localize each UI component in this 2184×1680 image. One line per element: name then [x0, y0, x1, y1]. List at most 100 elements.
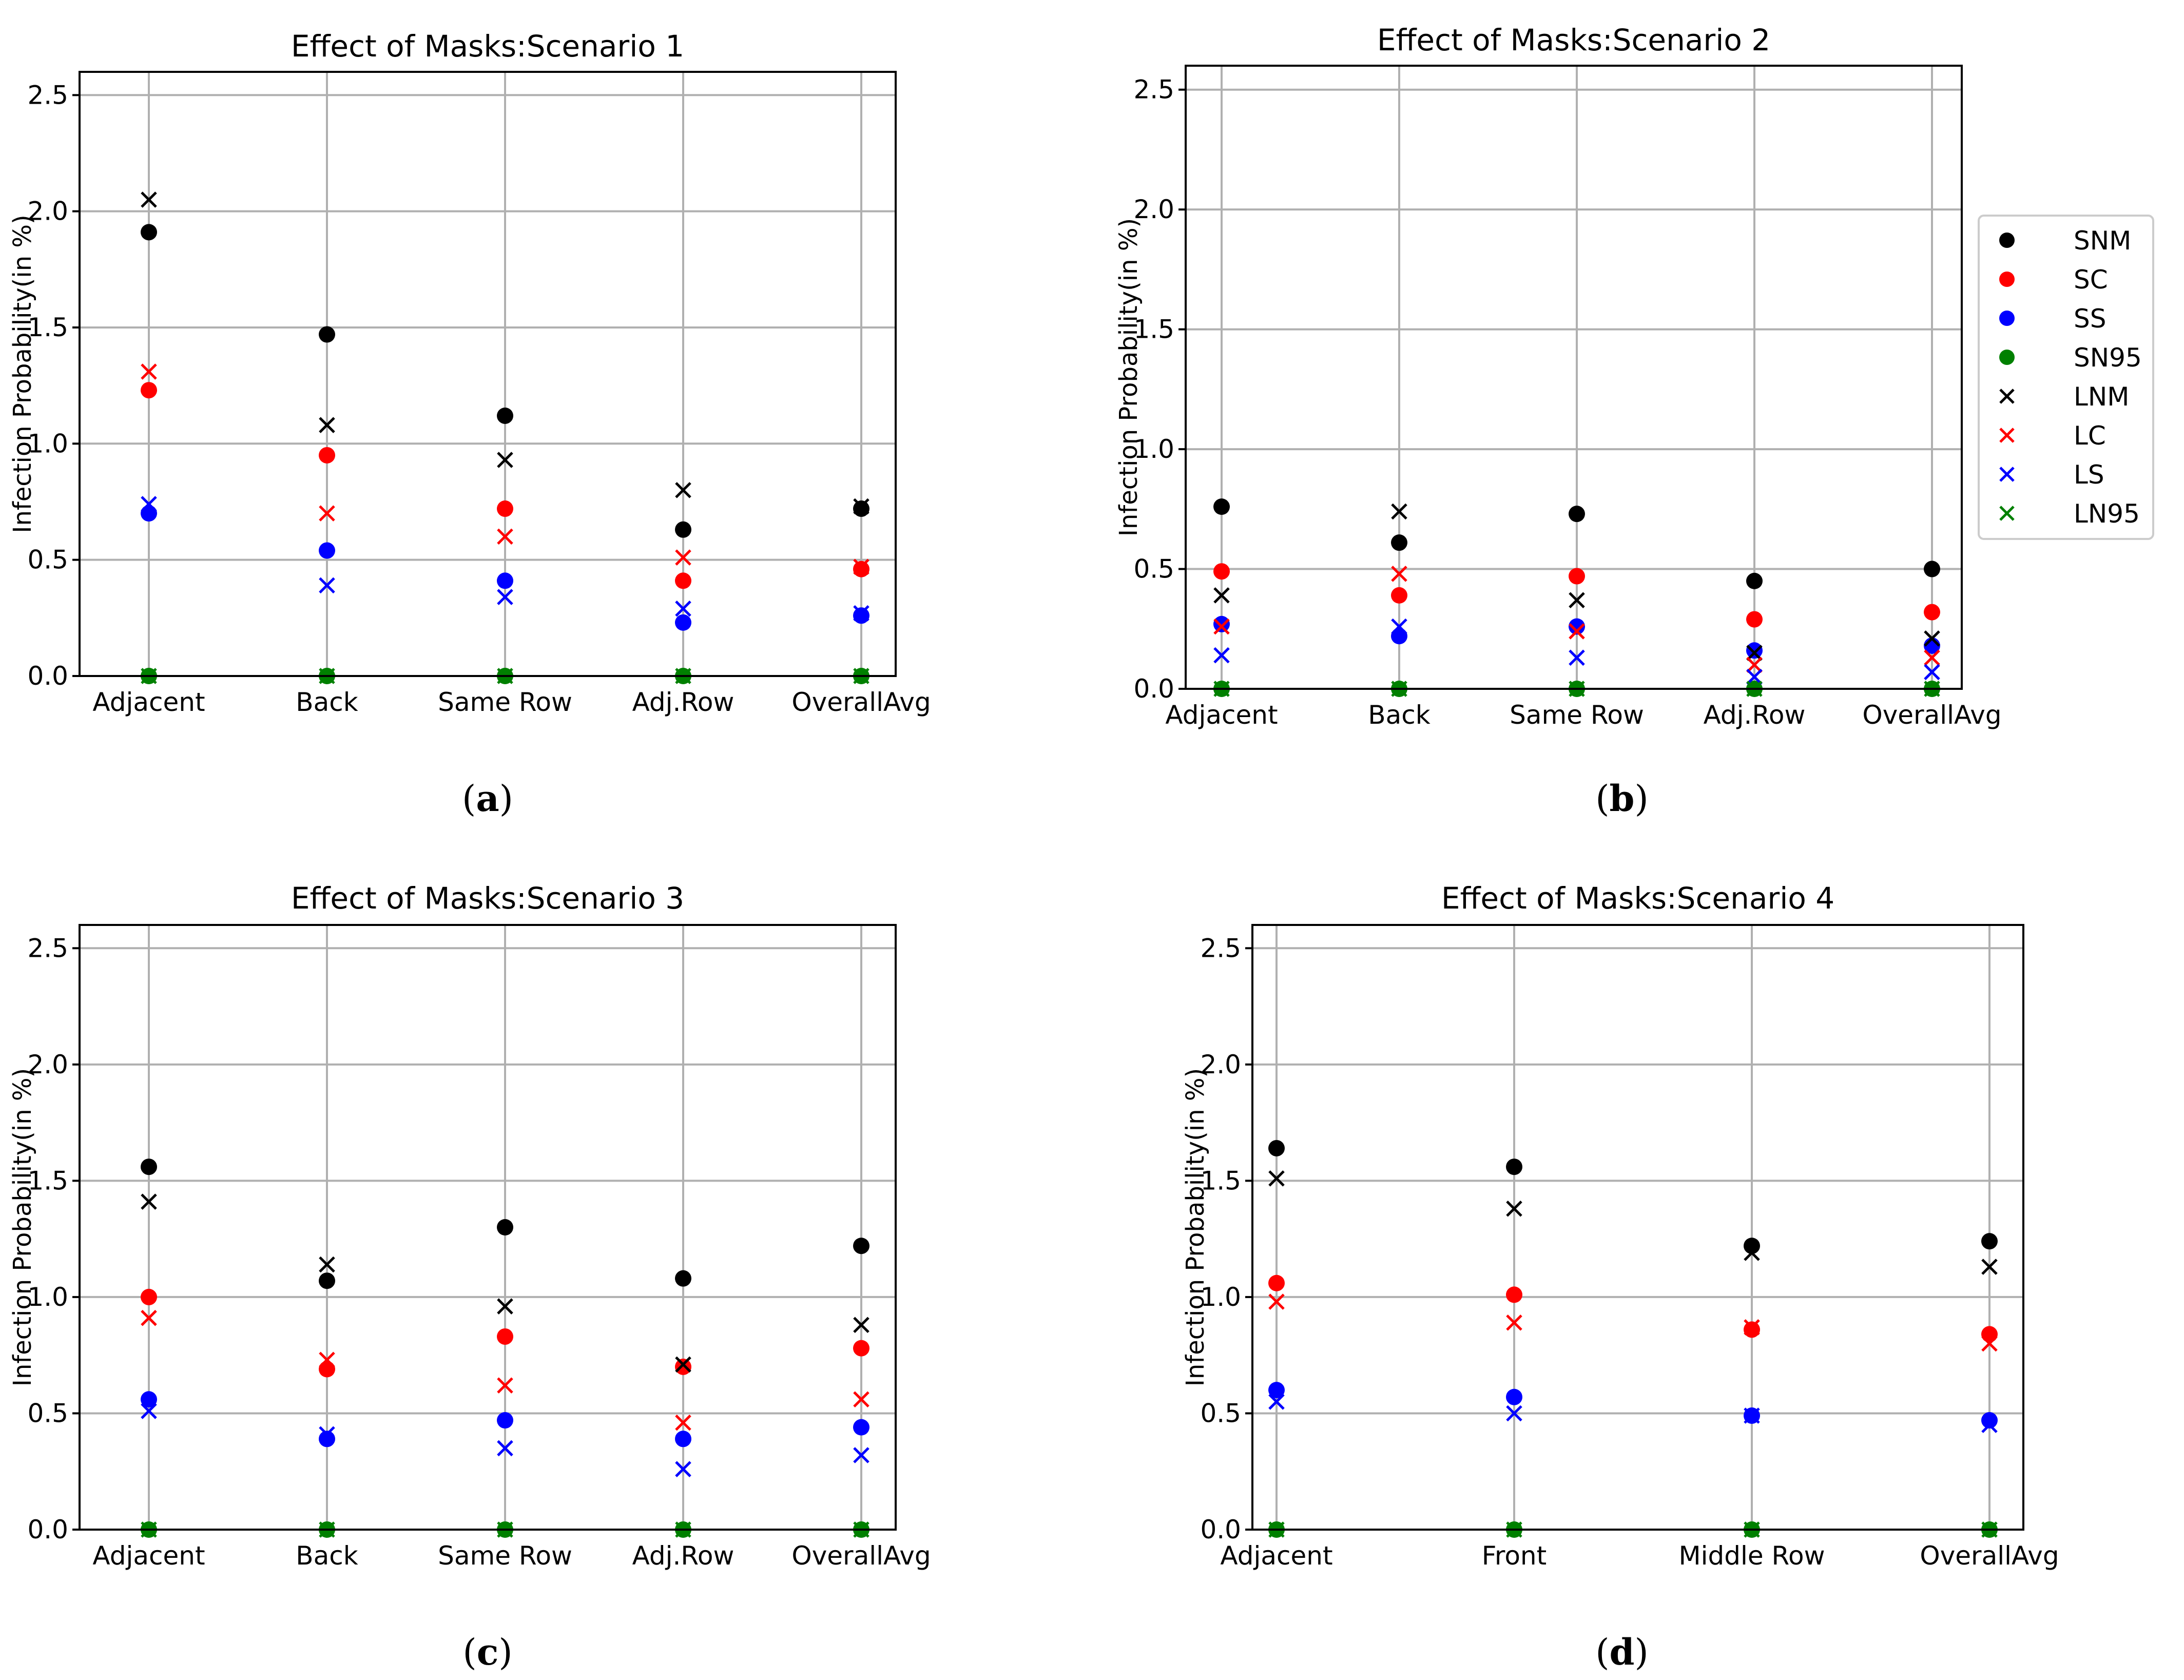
- x-tick-label: OverallAvg: [1862, 700, 2001, 730]
- point-sc: [141, 1288, 157, 1305]
- point-lnm: [1391, 503, 1407, 520]
- point-lnm: [497, 1298, 513, 1315]
- y-tick-label: 1.5: [27, 313, 68, 342]
- point-ss: [497, 572, 513, 589]
- point-snm: [675, 521, 691, 538]
- point-sc: [1268, 1275, 1285, 1291]
- point-lc: [497, 528, 513, 545]
- y-tick-label: 2.0: [27, 1050, 68, 1079]
- point-sc: [1924, 604, 1940, 621]
- legend-label: SC: [2074, 265, 2108, 295]
- y-tick-label: 2.5: [1133, 75, 1174, 105]
- legend-label: LNM: [2074, 382, 2129, 412]
- chart-title: Effect of Masks:Scenario 3: [291, 881, 684, 916]
- point-lc: [319, 505, 335, 522]
- point-lnm: [319, 1256, 335, 1273]
- x-tick-label: Back: [296, 687, 358, 717]
- point-snm: [853, 1238, 869, 1254]
- legend-item-lnm: LNM: [1999, 382, 2129, 412]
- point-lnm: [853, 1317, 869, 1334]
- point-ss: [1981, 1412, 1998, 1429]
- legend-marker: [1999, 272, 2015, 287]
- point-lc: [1746, 656, 1763, 673]
- point-lc: [319, 1351, 335, 1368]
- point-lnm: [853, 498, 869, 515]
- point-lc: [1744, 1319, 1760, 1336]
- x-tick-label: OverallAvg: [1920, 1541, 2059, 1571]
- point-snm: [1213, 498, 1230, 515]
- point-ss: [319, 542, 335, 559]
- x-tick-label: Back: [1368, 700, 1430, 730]
- point-ss: [141, 505, 157, 522]
- chart-title: Effect of Masks:Scenario 4: [1441, 881, 1834, 916]
- x-tick-label: Adjacent: [1220, 1541, 1332, 1571]
- x-tick-label: Adjacent: [92, 687, 205, 717]
- point-snm: [1746, 572, 1763, 589]
- point-lc: [675, 549, 691, 566]
- point-sc: [497, 500, 513, 517]
- point-ls: [675, 600, 691, 617]
- point-lnm: [141, 1193, 157, 1210]
- point-ls: [853, 1447, 869, 1463]
- legend-label: SN95: [2074, 343, 2142, 373]
- y-tick-label: 0.5: [27, 545, 68, 575]
- y-tick-label: 0.5: [1133, 554, 1174, 584]
- x-tick-label: OverallAvg: [791, 687, 931, 717]
- x-tick-label: Back: [296, 1541, 358, 1571]
- panel-caption: (b): [1595, 777, 1649, 820]
- point-lnm: [1746, 645, 1763, 661]
- point-ss: [141, 1391, 157, 1408]
- chart-title: Effect of Masks:Scenario 2: [1377, 23, 1770, 57]
- point-ls: [853, 605, 869, 622]
- point-sc: [1213, 563, 1230, 580]
- legend-box: [1978, 215, 2154, 540]
- point-lc: [675, 1414, 691, 1431]
- point-ls: [319, 577, 335, 594]
- point-sc: [853, 561, 869, 577]
- point-ss: [1268, 1382, 1285, 1399]
- point-ss: [1391, 628, 1407, 645]
- point-lc: [497, 1377, 513, 1394]
- legend-marker: [1999, 311, 2015, 326]
- y-tick-label: 1.0: [27, 1282, 68, 1312]
- panel-caption: (d): [1595, 1631, 1649, 1673]
- legend-marker: [1999, 233, 2015, 248]
- y-tick-label: 0.5: [27, 1398, 68, 1428]
- y-tick-label: 1.0: [27, 429, 68, 458]
- legend-item-lc: LC: [1999, 421, 2106, 451]
- y-tick-label: 1.5: [1133, 315, 1174, 344]
- point-lc: [1981, 1335, 1998, 1352]
- point-snm: [319, 1272, 335, 1289]
- x-tick-label: Front: [1482, 1541, 1547, 1571]
- y-tick-label: 2.5: [1200, 933, 1241, 963]
- y-tick-label: 0.0: [1200, 1515, 1241, 1544]
- point-snm: [141, 224, 157, 241]
- point-ss: [1213, 615, 1230, 632]
- x-tick-label: Adj.Row: [632, 687, 735, 717]
- point-lnm: [1981, 1259, 1998, 1275]
- point-lc: [853, 558, 869, 575]
- point-snm: [141, 1158, 157, 1175]
- point-ss: [853, 1419, 869, 1436]
- y-tick-label: 2.0: [1133, 195, 1174, 224]
- legend-item-sn95: SN95: [1999, 343, 2142, 373]
- y-tick-label: 1.0: [1200, 1282, 1241, 1312]
- point-ss: [675, 1431, 691, 1447]
- legend-label: LS: [2074, 460, 2104, 490]
- panel-caption: (c): [462, 1631, 512, 1673]
- legend-label: SNM: [2074, 226, 2131, 256]
- y-tick-label: 2.5: [27, 933, 68, 963]
- legend-label: LN95: [2074, 499, 2140, 529]
- panel-caption: (a): [462, 777, 513, 820]
- point-ls: [497, 1440, 513, 1457]
- point-sc: [1746, 611, 1763, 628]
- point-lnm: [1924, 630, 1940, 647]
- point-lnm: [1506, 1200, 1522, 1217]
- point-ls: [1746, 668, 1763, 685]
- point-sc: [675, 1358, 691, 1375]
- x-tick-label: Adj.Row: [632, 1541, 735, 1571]
- point-lc: [1268, 1293, 1285, 1310]
- point-ls: [1744, 1407, 1760, 1424]
- y-axis-label: Infection Probability(in %): [8, 215, 37, 533]
